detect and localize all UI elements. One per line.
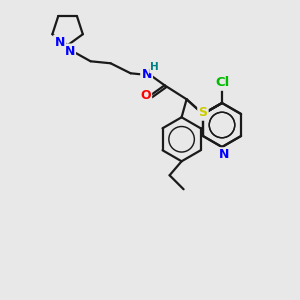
Text: N: N bbox=[141, 68, 152, 81]
Text: Cl: Cl bbox=[215, 76, 229, 89]
Text: S: S bbox=[198, 106, 207, 119]
Text: O: O bbox=[140, 89, 151, 102]
Text: N: N bbox=[219, 148, 229, 161]
Text: N: N bbox=[54, 36, 65, 49]
Text: N: N bbox=[64, 45, 75, 58]
Text: H: H bbox=[150, 62, 159, 72]
